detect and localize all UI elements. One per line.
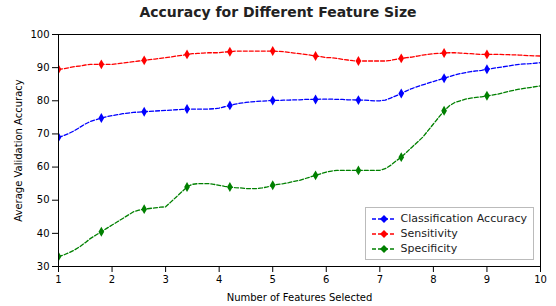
svg-text:6: 6: [323, 274, 329, 285]
svg-text:3: 3: [162, 274, 168, 285]
svg-text:Number of Features Selected: Number of Features Selected: [227, 292, 373, 303]
html-text:Accuracy for Different Feature: Accuracy for Different Feature Size: [139, 4, 417, 20]
svg-text:80: 80: [37, 95, 50, 106]
svg-text:5: 5: [270, 274, 276, 285]
svg-text:50: 50: [37, 194, 50, 205]
svg-text:9: 9: [484, 274, 490, 285]
svg-text:90: 90: [37, 62, 50, 73]
svg-text:10: 10: [534, 274, 547, 285]
svg-text:8: 8: [430, 274, 436, 285]
svg-text:30: 30: [37, 261, 50, 272]
svg-text:2: 2: [109, 274, 115, 285]
svg-text:7: 7: [377, 274, 383, 285]
html-text:Specificity: Specificity: [400, 242, 458, 255]
svg-text:100: 100: [30, 29, 49, 40]
html-text:Sensitivity: Sensitivity: [400, 227, 458, 240]
svg-text:40: 40: [37, 228, 50, 239]
svg-text:1: 1: [55, 274, 61, 285]
svg-text:70: 70: [37, 128, 50, 139]
html-text:Classification Accuracy: Classification Accuracy: [400, 212, 527, 225]
svg-text:60: 60: [37, 161, 50, 172]
svg-text:4: 4: [216, 274, 222, 285]
svg-text:Average Validation Accuracy: Average Validation Accuracy: [13, 79, 24, 222]
